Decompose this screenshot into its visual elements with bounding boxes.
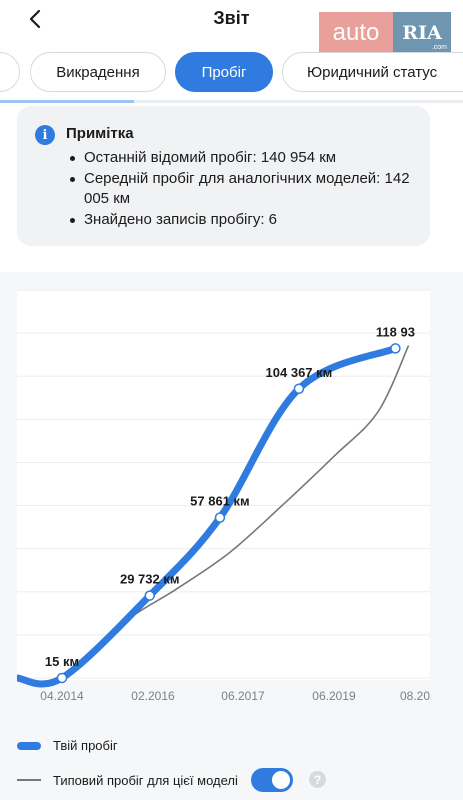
tab-scroll-indicator-fill <box>0 100 135 103</box>
x-tick-label: 04.2014 <box>40 689 84 703</box>
note-list: Останній відомий пробіг: 140 954 км Сере… <box>66 148 416 231</box>
tab-previous[interactable] <box>0 52 20 92</box>
x-tick-label: 06.2019 <box>312 689 356 703</box>
note-item-last-mileage: Останній відомий пробіг: 140 954 км <box>66 148 416 168</box>
data-point <box>144 590 155 601</box>
data-label: 57 861 км <box>190 494 250 509</box>
autoria-logo: auto RIA .com <box>319 12 451 54</box>
tab-bar: Викрадення Пробіг Юридичний статус <box>0 52 463 92</box>
typical-mileage-toggle[interactable] <box>251 768 293 792</box>
logo-ria-text: RIA <box>402 21 442 44</box>
data-point <box>390 343 401 354</box>
legend-yours: Твій пробіг <box>17 738 118 753</box>
legend-typical: Типовий пробіг для цієї моделі <box>17 767 238 793</box>
chart-section <box>0 272 463 800</box>
back-button[interactable] <box>22 6 48 32</box>
note-title: Примітка <box>66 125 134 142</box>
help-icon[interactable]: ? <box>309 771 326 788</box>
legend-typical-swatch <box>17 779 41 781</box>
legend-typical-label: Типовий пробіг для цієї моделі <box>53 772 238 788</box>
data-point <box>293 383 305 395</box>
toggle-knob <box>272 771 290 789</box>
data-label: 15 км <box>45 654 79 669</box>
logo-ria: RIA .com <box>393 12 451 54</box>
legend-yours-swatch <box>17 741 41 750</box>
x-tick-label: 06.2017 <box>221 689 265 703</box>
data-label: 29 732 км <box>120 572 180 587</box>
logo-ria-domain: .com <box>431 44 447 51</box>
note-item-average-mileage: Середній пробіг для аналогічних моделей:… <box>66 169 416 209</box>
data-point <box>214 512 226 523</box>
tab-theft[interactable]: Викрадення <box>30 52 166 92</box>
chevron-left-icon <box>29 9 41 29</box>
logo-auto: auto <box>319 12 393 54</box>
series-yours-line <box>16 345 397 688</box>
tab-mileage[interactable]: Пробіг <box>175 52 273 92</box>
data-point <box>56 672 68 684</box>
tab-legal-status[interactable]: Юридичний статус <box>282 52 463 92</box>
x-tick-label: 08.20 <box>400 689 430 703</box>
mileage-chart[interactable]: 04.2014 02.2016 06.2017 06.2019 08.20 15 км 29… <box>0 272 463 722</box>
legend-yours-label: Твій пробіг <box>53 738 118 753</box>
tab-scroll-indicator <box>0 100 463 103</box>
x-tick-label: 02.2016 <box>131 689 175 703</box>
data-label: 104 367 км <box>266 365 333 380</box>
data-label: 118 93 <box>376 324 415 339</box>
note-item-records-found: Знайдено записів пробігу: 6 <box>66 210 416 230</box>
note-card: i Примітка Останній відомий пробіг: 140 … <box>17 106 430 246</box>
info-icon: i <box>35 125 55 145</box>
header: Звіт <box>0 0 463 44</box>
page-title: Звіт <box>213 8 250 28</box>
